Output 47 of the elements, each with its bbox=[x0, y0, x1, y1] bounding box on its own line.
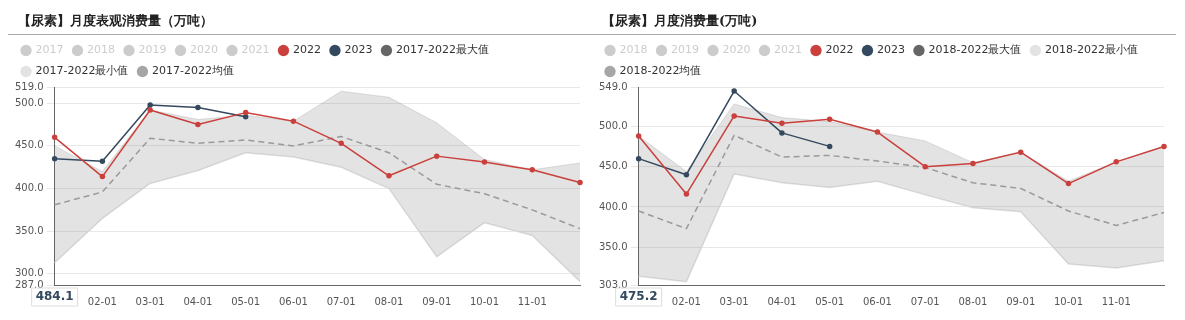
y-tick-label: 500.0 bbox=[598, 120, 628, 132]
y-tick-label: 400.0 bbox=[598, 200, 628, 212]
x-tick-label: 04-01 bbox=[183, 295, 213, 307]
x-tick-label: 10-01 bbox=[469, 295, 500, 307]
y-tick-label: 549.0 bbox=[598, 80, 628, 92]
legend-label: 2022 bbox=[292, 43, 321, 57]
chart-title: 【尿素】月度消费量(万吨) bbox=[592, 8, 1176, 35]
chart-title: 【尿素】月度表观消费量（万吨） bbox=[8, 8, 592, 35]
x-tick-label: 07-01 bbox=[326, 295, 356, 307]
x-tick-label: 11-01 bbox=[517, 295, 547, 307]
x-tick-label: 06-01 bbox=[278, 295, 308, 307]
x-tick-label: 05-01 bbox=[815, 295, 845, 307]
y-tick-label: 287.0 bbox=[14, 278, 44, 290]
y-tick-label: 450.0 bbox=[14, 139, 44, 151]
x-tick-label: 06-01 bbox=[862, 295, 892, 307]
x-tick-label: 10-01 bbox=[1053, 295, 1084, 307]
y-tick-label: 400.0 bbox=[14, 182, 44, 194]
x-tick-label: 05-01 bbox=[231, 295, 261, 307]
legend-label: 2023 bbox=[876, 43, 905, 57]
legend-label: 2017-2022均值 bbox=[151, 64, 234, 78]
y-tick-label: 303.0 bbox=[598, 278, 628, 290]
x-tick-label: 11-01 bbox=[1101, 295, 1131, 307]
y-tick-label: 500.0 bbox=[14, 96, 44, 108]
x-tick-label: 02-01 bbox=[87, 295, 117, 307]
x-tick-label: 03-01 bbox=[719, 295, 749, 307]
x-tick-label: 02-01 bbox=[671, 295, 701, 307]
y-tick-label: 350.0 bbox=[598, 240, 628, 252]
y-tick-label: 350.0 bbox=[14, 224, 44, 236]
legend-label: 2017-2022最小值 bbox=[35, 64, 129, 78]
text: 475.2 bbox=[619, 289, 658, 304]
x-tick-label: 08-01 bbox=[958, 295, 988, 307]
legend-label: 2023 bbox=[344, 43, 373, 57]
y-tick-label: 519.0 bbox=[14, 80, 44, 92]
y-tick-label: 300.0 bbox=[14, 267, 44, 279]
text: 484.1 bbox=[35, 289, 74, 304]
legend-label: 2022 bbox=[825, 43, 854, 57]
y-tick-label: 450.0 bbox=[598, 160, 628, 172]
legend-label: 2018-2022均值 bbox=[619, 64, 702, 78]
x-tick-label: 03-01 bbox=[135, 295, 165, 307]
x-tick-label: 09-01 bbox=[422, 295, 452, 307]
x-tick-label: 07-01 bbox=[910, 295, 940, 307]
x-tick-label: 08-01 bbox=[374, 295, 404, 307]
x-tick-label: 04-01 bbox=[767, 295, 797, 307]
x-tick-label: 09-01 bbox=[1006, 295, 1036, 307]
legend-label: 2018-2022最小值 bbox=[1044, 43, 1138, 57]
legend-label: 2017-2022最大值 bbox=[395, 43, 489, 57]
legend-label: 2018-2022最大值 bbox=[928, 43, 1022, 57]
